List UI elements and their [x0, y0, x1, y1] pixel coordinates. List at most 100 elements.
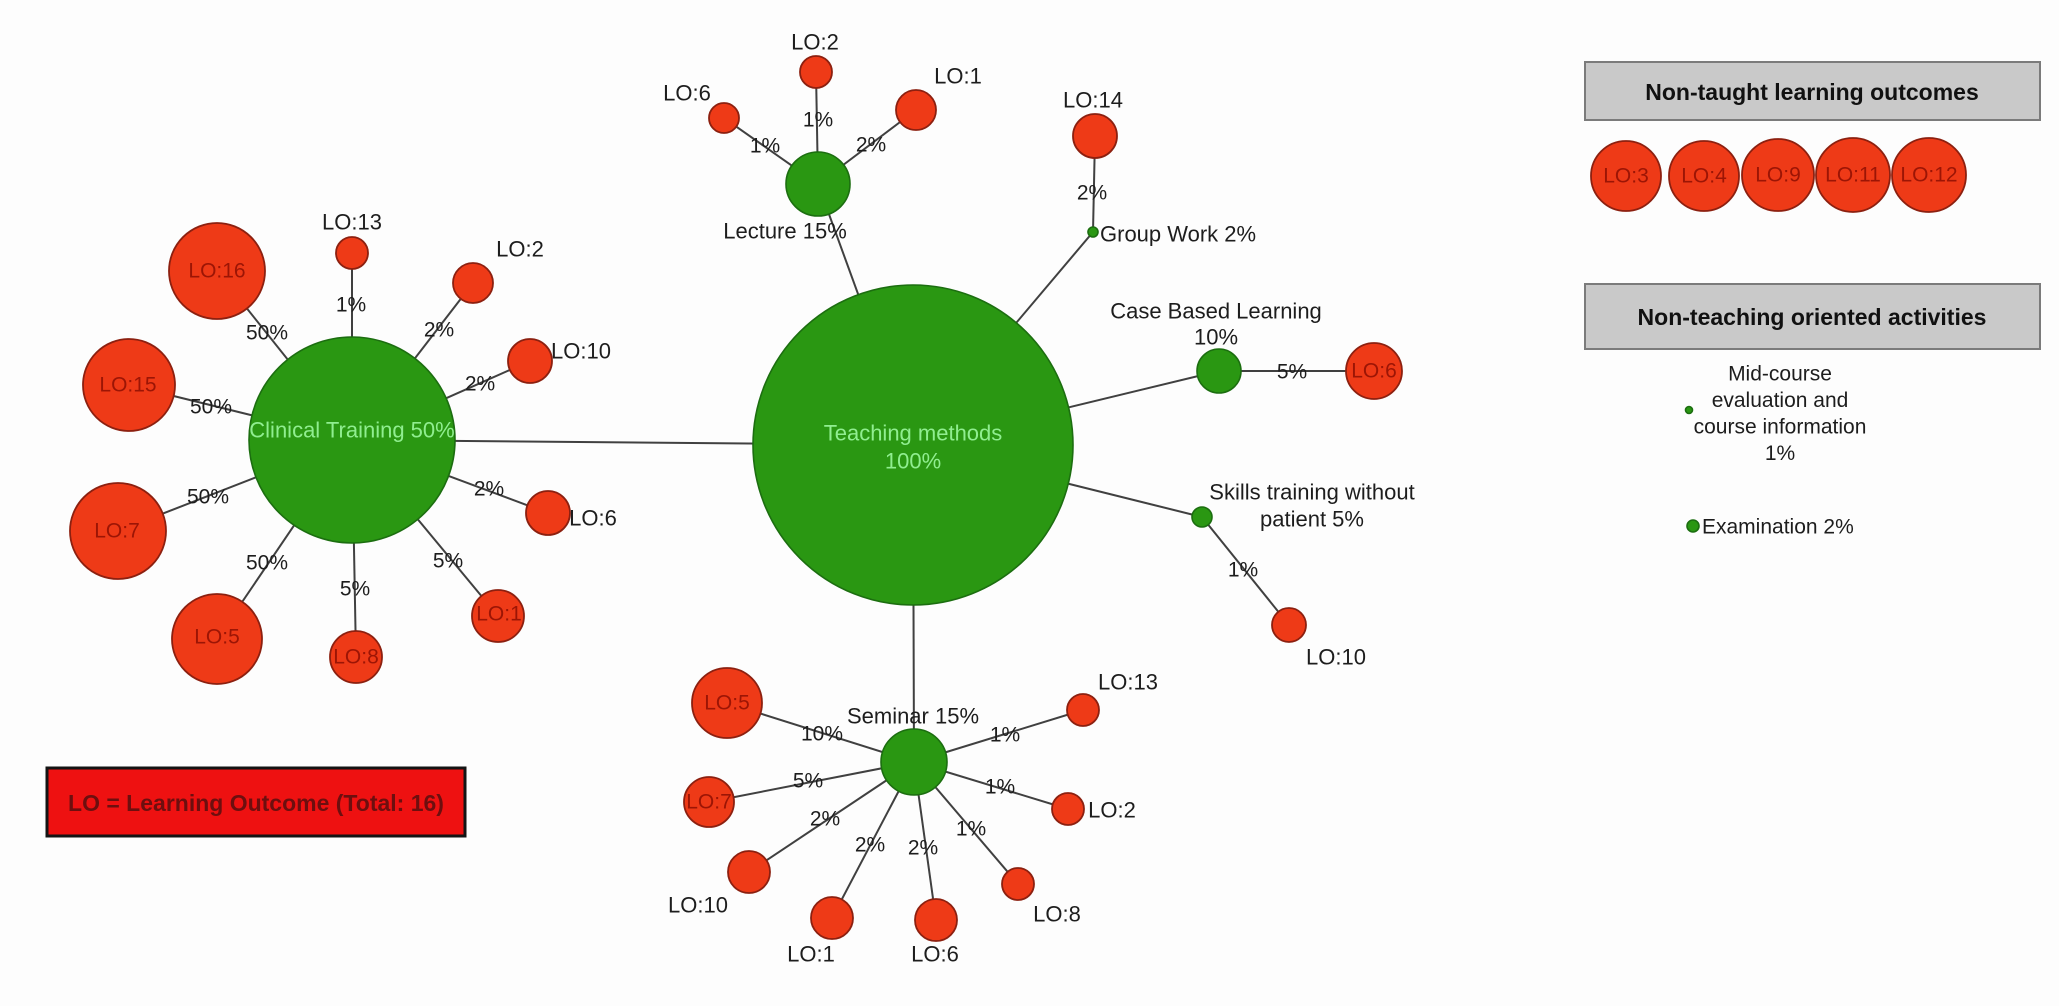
legend-activity-dot-1 [1686, 519, 1700, 533]
node-label-lo10_s: LO:10 [1306, 645, 1366, 670]
edge-label-seminar-lo2_s: 1% [985, 776, 1015, 799]
edge-label-casebased-lo6_cb: 5% [1277, 361, 1307, 384]
legend-outcome-label-LO:12: LO:12 [1900, 164, 1957, 187]
node-label-clinical: Clinical Training 50% [249, 418, 454, 443]
node-label-lo10_sem: LO:10 [668, 893, 728, 918]
legend-outcome-LO:9 [1741, 138, 1815, 212]
legend-non-taught-items: LO:3 LO:4 LO:9 LO:11 LO:12 [1590, 137, 1967, 213]
node-label-groupwork: Group Work 2% [1100, 222, 1256, 247]
node-label-lo7_s: LO:7 [686, 791, 732, 814]
edge-label-seminar-lo7_s: 5% [793, 770, 823, 793]
node-label-teaching-0: Teaching methods [824, 421, 1003, 446]
node-label-lo2_l: LO:2 [791, 30, 839, 55]
node-lo5_c [171, 593, 263, 685]
node-label-lo6_c: LO:6 [569, 506, 617, 531]
node-lo1_l [895, 89, 937, 131]
edge-label-clinical-lo16_c: 50% [246, 322, 288, 345]
edge-label-clinical-lo2_c: 2% [424, 319, 454, 342]
node-clinical [248, 336, 456, 544]
node-label-lo7_c: LO:7 [94, 520, 140, 543]
node-label-lo14: LO:14 [1063, 88, 1123, 113]
node-label-teaching-1: 100% [885, 449, 941, 474]
legend-activity-label-0-2: course information [1694, 416, 1867, 439]
legend-outcome-label-LO:3: LO:3 [1603, 165, 1649, 188]
node-lo7_c [69, 482, 167, 580]
edge-label-seminar-lo5_s: 10% [801, 723, 843, 746]
node-lo8_s [1001, 867, 1035, 901]
note-text: LO = Learning Outcome (Total: 16) [68, 790, 444, 816]
edge-label-clinical-lo8_c: 5% [340, 578, 370, 601]
legend-outcome-LO:3 [1590, 140, 1662, 212]
node-lo13_s [1066, 693, 1100, 727]
legend-non-teaching-items: Mid-course evaluation and course informati… [1684, 363, 1867, 539]
legend-activity-label-0-1: evaluation and [1712, 389, 1849, 412]
legend-activity-dot-0 [1684, 405, 1694, 415]
edge-label-seminar-lo1_s: 2% [855, 834, 885, 857]
node-label-lo1_l: LO:1 [934, 64, 982, 89]
node-label-lo6_l: LO:6 [663, 81, 711, 106]
edge-label-seminar-lo13_s: 1% [990, 724, 1020, 747]
node-lo1_s [810, 896, 854, 940]
node-lo2_s [1051, 792, 1085, 826]
legend-activity-label-1-0: Examination 2% [1702, 516, 1854, 539]
legend-outcome-label-LO:11: LO:11 [1825, 164, 1881, 187]
edge-label-clinical-lo13_c: 1% [336, 294, 366, 317]
nodes-layer [69, 55, 1403, 942]
legend-non-teaching: Non-teaching oriented activities Mid-cou… [1584, 283, 2041, 539]
note-box [45, 766, 467, 838]
node-label-lo1_c: LO:1 [476, 603, 522, 626]
node-lo7_s [683, 776, 735, 828]
node-seminar [880, 728, 948, 796]
node-lo16_c [168, 222, 266, 320]
node-lo10_c [507, 338, 553, 384]
node-label-seminar: Seminar 15% [847, 704, 979, 729]
node-lo10_sem [727, 850, 771, 894]
node-lo6_c [525, 490, 571, 536]
edge-label-lecture-lo6_l: 1% [750, 135, 780, 158]
edge-seminar-lo7_s [708, 761, 915, 803]
node-label-lo8_s: LO:8 [1033, 902, 1081, 927]
edge-label-clinical-lo15_c: 50% [190, 396, 232, 419]
node-lo6_cb [1345, 342, 1403, 400]
node-label-lo8_c: LO:8 [333, 646, 379, 669]
legend-outcome-label-LO:4: LO:4 [1681, 165, 1727, 188]
node-label-lecture: Lecture 15% [723, 219, 847, 244]
edge-label-clinical-lo10_c: 2% [465, 373, 495, 396]
edge-label-skills-lo10_s: 1% [1228, 559, 1258, 582]
note: LO = Learning Outcome (Total: 16) [45, 766, 467, 838]
edge-labels-layer: 50% 1% 2% 2% 2% 5% 5% 50% 50% 50% 1% 1% 2% 2% 5% 1% 10% 5… [187, 109, 1307, 860]
node-labels-layer: Teaching methods 100% Clinical Training 50… [94, 30, 1414, 967]
node-skills [1191, 506, 1213, 528]
node-lo10_s [1271, 607, 1307, 643]
node-label-casebased-0: Case Based Learning [1110, 299, 1322, 324]
node-lo6_l [708, 102, 740, 134]
node-label-lo5_c: LO:5 [194, 626, 240, 649]
edge-label-lecture-lo2_l: 1% [803, 109, 833, 132]
node-lo15_c [82, 338, 176, 432]
edge-label-seminar-lo8_s: 1% [956, 818, 986, 841]
legend-activity-label-0-0: Mid-course [1728, 363, 1832, 386]
legend-non-teaching-title: Non-teaching oriented activities [1638, 304, 1987, 330]
node-label-lo1_s: LO:1 [787, 942, 835, 967]
node-label-lo2_s: LO:2 [1088, 798, 1136, 823]
node-label-lo5_s: LO:5 [704, 692, 750, 715]
legend-activity-label-0-3: 1% [1765, 442, 1795, 465]
node-lo2_c [452, 262, 494, 304]
node-lo14 [1072, 113, 1118, 159]
legend-non-teaching-box [1584, 283, 2041, 350]
edge-label-seminar-lo6_s: 2% [908, 837, 938, 860]
legend-non-taught-box [1584, 61, 2041, 121]
node-groupwork [1087, 226, 1099, 238]
node-lecture [785, 151, 851, 217]
node-lo6_s [914, 898, 958, 942]
node-label-lo13_s: LO:13 [1098, 670, 1158, 695]
legend-outcome-LO:4 [1668, 140, 1740, 212]
node-label-lo6_s: LO:6 [911, 942, 959, 967]
node-label-lo16_c: LO:16 [188, 260, 245, 283]
legend-outcome-LO:11 [1815, 137, 1891, 213]
node-label-casebased-1: 10% [1194, 325, 1238, 350]
node-teaching [752, 284, 1074, 606]
legend-outcome-label-LO:9: LO:9 [1755, 164, 1801, 187]
edge-label-seminar-lo10_sem: 2% [810, 808, 840, 831]
